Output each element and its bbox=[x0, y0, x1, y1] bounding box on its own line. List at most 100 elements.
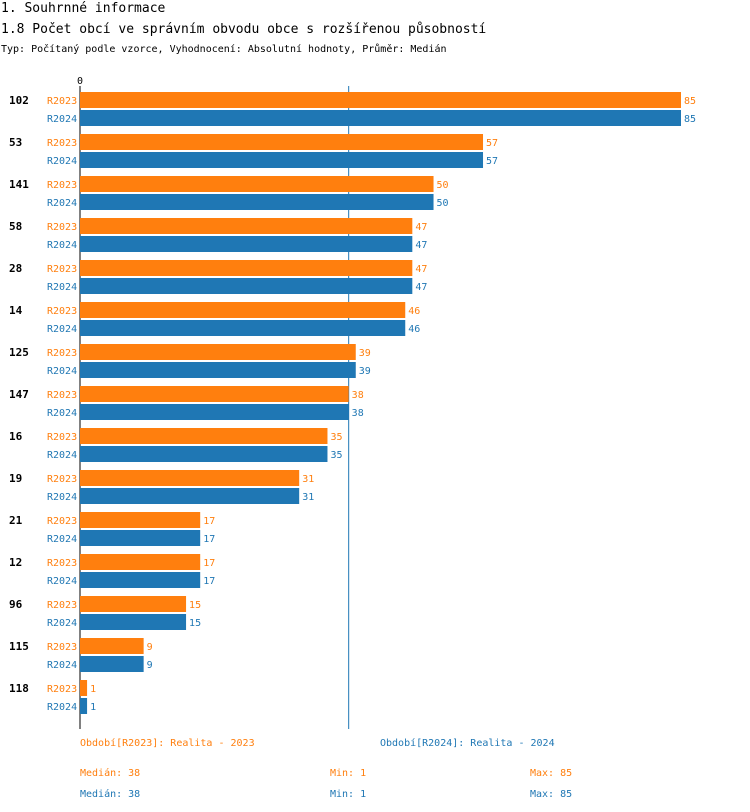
bar-r2024 bbox=[80, 320, 406, 336]
value-label: 47 bbox=[415, 282, 427, 293]
bar-r2024 bbox=[80, 110, 681, 126]
series-label: R2024 bbox=[47, 534, 77, 545]
series-label: R2023 bbox=[47, 138, 77, 149]
series-label: R2024 bbox=[47, 156, 77, 167]
stat-r2023-min: Min: 1 bbox=[330, 768, 367, 779]
series-label: R2024 bbox=[47, 408, 77, 419]
value-label: 85 bbox=[684, 114, 696, 125]
bar-r2023 bbox=[80, 470, 300, 486]
category-label: 115 bbox=[9, 640, 29, 653]
value-label: 46 bbox=[408, 306, 420, 317]
series-label: R2023 bbox=[47, 558, 77, 569]
bar-r2023 bbox=[80, 176, 434, 192]
bar-r2024 bbox=[80, 614, 187, 630]
series-label: R2024 bbox=[47, 660, 77, 671]
bar-r2024 bbox=[80, 404, 349, 420]
value-label: 31 bbox=[302, 474, 314, 485]
series-label: R2024 bbox=[47, 114, 77, 125]
bar-r2023 bbox=[80, 638, 144, 654]
series-label: R2024 bbox=[47, 324, 77, 335]
category-label: 147 bbox=[9, 388, 29, 401]
value-label: 9 bbox=[147, 642, 153, 653]
legend-r2023: Období[R2023]: Realita - 2023 bbox=[80, 738, 255, 749]
value-label: 1 bbox=[90, 684, 96, 695]
series-label: R2024 bbox=[47, 618, 77, 629]
category-label: 125 bbox=[9, 346, 29, 359]
bar-r2024 bbox=[80, 488, 300, 504]
value-label: 1 bbox=[90, 702, 96, 713]
legend-r2024: Období[R2024]: Realita - 2024 bbox=[380, 738, 555, 749]
category-label: 53 bbox=[9, 136, 22, 149]
value-label: 38 bbox=[352, 390, 364, 401]
stat-r2024-min: Min: 1 bbox=[330, 789, 367, 800]
value-label: 39 bbox=[359, 366, 371, 377]
series-label: R2024 bbox=[47, 450, 77, 461]
bar-r2024 bbox=[80, 530, 201, 546]
value-label: 57 bbox=[486, 138, 498, 149]
bar-r2023 bbox=[80, 302, 406, 318]
bar-r2023 bbox=[80, 92, 681, 108]
category-label: 21 bbox=[9, 514, 23, 527]
series-label: R2024 bbox=[47, 366, 77, 377]
series-label: R2023 bbox=[47, 348, 77, 359]
category-label: 14 bbox=[9, 304, 23, 317]
bar-r2024 bbox=[80, 194, 434, 210]
bar-r2023 bbox=[80, 344, 356, 360]
value-label: 47 bbox=[415, 222, 427, 233]
value-label: 15 bbox=[189, 600, 201, 611]
value-label: 50 bbox=[437, 180, 449, 191]
category-label: 19 bbox=[9, 472, 22, 485]
series-label: R2023 bbox=[47, 516, 77, 527]
series-label: R2023 bbox=[47, 264, 77, 275]
series-label: R2024 bbox=[47, 492, 77, 503]
series-label: R2024 bbox=[47, 240, 77, 251]
value-label: 9 bbox=[147, 660, 153, 671]
value-label: 17 bbox=[203, 516, 215, 527]
series-label: R2023 bbox=[47, 390, 77, 401]
bar-r2024 bbox=[80, 152, 484, 168]
category-label: 28 bbox=[9, 262, 22, 275]
bar-r2024 bbox=[80, 278, 413, 294]
bar-r2024 bbox=[80, 446, 328, 462]
stat-r2024-median: Medián: 38 bbox=[80, 789, 141, 800]
stat-r2023-median: Medián: 38 bbox=[80, 768, 141, 779]
value-label: 31 bbox=[302, 492, 314, 503]
bar-r2023 bbox=[80, 680, 88, 696]
stat-r2024-max: Max: 85 bbox=[530, 789, 573, 800]
value-label: 38 bbox=[352, 408, 364, 419]
value-label: 46 bbox=[408, 324, 420, 335]
bar-r2023 bbox=[80, 554, 201, 570]
series-label: R2024 bbox=[47, 576, 77, 587]
bar-r2023 bbox=[80, 260, 413, 276]
series-label: R2024 bbox=[47, 282, 77, 293]
bar-r2023 bbox=[80, 596, 187, 612]
bar-r2023 bbox=[80, 218, 413, 234]
series-label: R2023 bbox=[47, 642, 77, 653]
bar-r2023 bbox=[80, 428, 328, 444]
bar-r2023 bbox=[80, 512, 201, 528]
category-label: 118 bbox=[9, 682, 29, 695]
series-label: R2023 bbox=[47, 96, 77, 107]
bar-r2023 bbox=[80, 386, 349, 402]
series-label: R2023 bbox=[47, 180, 77, 191]
chart-subtitle: Typ: Počítaný podle vzorce, Vyhodnocení:… bbox=[1, 44, 447, 55]
bar-r2024 bbox=[80, 698, 88, 714]
series-label: R2023 bbox=[47, 474, 77, 485]
series-label: R2024 bbox=[47, 702, 77, 713]
value-label: 57 bbox=[486, 156, 498, 167]
value-label: 17 bbox=[203, 558, 215, 569]
chart-title: 1.8 Počet obcí ve správním obvodu obce s… bbox=[1, 22, 487, 37]
category-label: 58 bbox=[9, 220, 22, 233]
axis-zero-label: 0 bbox=[77, 76, 83, 87]
bar-r2023 bbox=[80, 134, 484, 150]
category-label: 16 bbox=[9, 430, 23, 443]
value-label: 17 bbox=[203, 576, 215, 587]
category-label: 96 bbox=[9, 598, 23, 611]
bar-r2024 bbox=[80, 362, 356, 378]
series-label: R2024 bbox=[47, 198, 77, 209]
value-label: 39 bbox=[359, 348, 371, 359]
category-label: 141 bbox=[9, 178, 29, 191]
bar-r2024 bbox=[80, 236, 413, 252]
value-label: 35 bbox=[330, 450, 342, 461]
